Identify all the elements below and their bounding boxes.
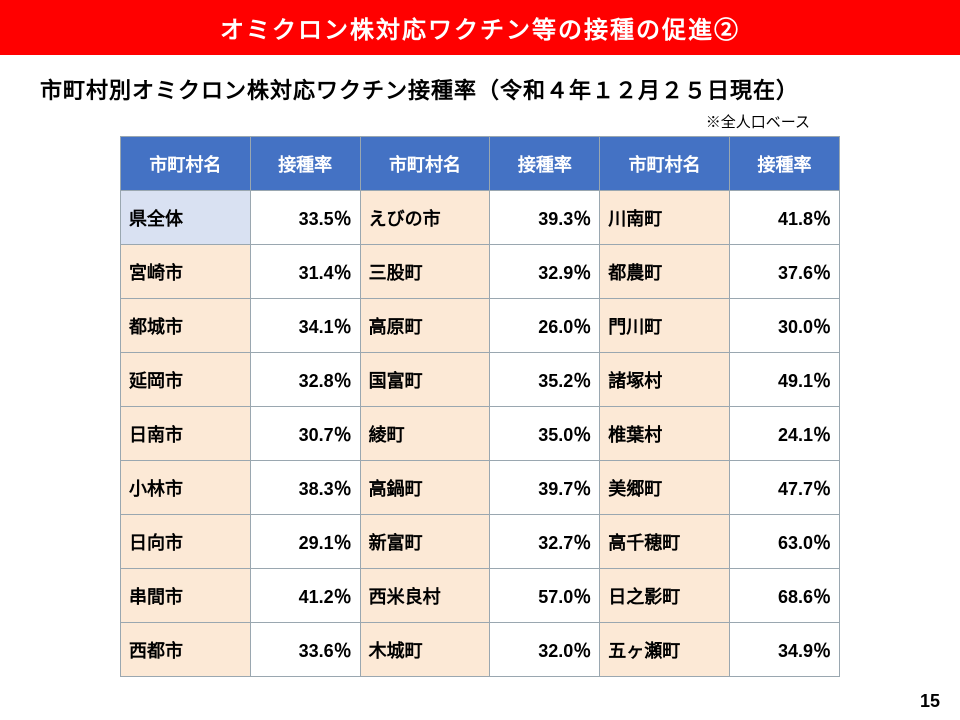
vaccination-rate: 32.8％ (250, 353, 360, 407)
vaccination-rate: 31.4％ (250, 245, 360, 299)
table-row: 延岡市32.8％国富町35.2％諸塚村49.1％ (121, 353, 840, 407)
subtitle: 市町村別オミクロン株対応ワクチン接種率（令和４年１２月２５日現在） (0, 55, 960, 111)
municipality-name: 西都市 (121, 623, 251, 677)
vaccination-rate: 63.0％ (730, 515, 840, 569)
vaccination-rate: 26.0％ (490, 299, 600, 353)
municipality-name: 延岡市 (121, 353, 251, 407)
vaccination-rate: 47.7％ (730, 461, 840, 515)
vaccination-rate: 39.3％ (490, 191, 600, 245)
col-header: 接種率 (250, 137, 360, 191)
municipality-name: 美郷町 (600, 461, 730, 515)
vaccination-rate: 30.7％ (250, 407, 360, 461)
page-number: 15 (920, 691, 940, 712)
vaccination-rate: 24.1％ (730, 407, 840, 461)
municipality-name: 串間市 (121, 569, 251, 623)
municipality-name: 国富町 (360, 353, 490, 407)
municipality-name: 諸塚村 (600, 353, 730, 407)
vaccination-rate: 34.1％ (250, 299, 360, 353)
vaccination-rate: 33.5％ (250, 191, 360, 245)
vaccination-rate: 41.8％ (730, 191, 840, 245)
table-row: 日南市30.7％綾町35.0％椎葉村24.1％ (121, 407, 840, 461)
table-header-row: 市町村名 接種率 市町村名 接種率 市町村名 接種率 (121, 137, 840, 191)
table-row: 都城市34.1％高原町26.0％門川町30.0％ (121, 299, 840, 353)
municipality-name: 五ヶ瀬町 (600, 623, 730, 677)
vaccination-rate: 30.0％ (730, 299, 840, 353)
vaccination-rate: 41.2％ (250, 569, 360, 623)
municipality-name: えびの市 (360, 191, 490, 245)
vaccination-rate-table: 市町村名 接種率 市町村名 接種率 市町村名 接種率 県全体33.5％えびの市3… (120, 136, 840, 677)
vaccination-rate: 35.0％ (490, 407, 600, 461)
municipality-name: 日向市 (121, 515, 251, 569)
vaccination-rate: 34.9％ (730, 623, 840, 677)
vaccination-rate: 29.1％ (250, 515, 360, 569)
vaccination-rate: 57.0％ (490, 569, 600, 623)
municipality-name: 宮崎市 (121, 245, 251, 299)
col-header: 接種率 (490, 137, 600, 191)
col-header: 市町村名 (360, 137, 490, 191)
vaccination-rate: 39.7％ (490, 461, 600, 515)
vaccination-rate: 32.0％ (490, 623, 600, 677)
vaccination-rate: 32.7％ (490, 515, 600, 569)
municipality-name: 都農町 (600, 245, 730, 299)
municipality-name: 西米良村 (360, 569, 490, 623)
municipality-name: 三股町 (360, 245, 490, 299)
vaccination-rate: 32.9％ (490, 245, 600, 299)
municipality-name: 県全体 (121, 191, 251, 245)
vaccination-rate: 33.6％ (250, 623, 360, 677)
municipality-name: 川南町 (600, 191, 730, 245)
municipality-name: 高鍋町 (360, 461, 490, 515)
municipality-name: 小林市 (121, 461, 251, 515)
municipality-name: 高原町 (360, 299, 490, 353)
table-container: 市町村名 接種率 市町村名 接種率 市町村名 接種率 県全体33.5％えびの市3… (0, 136, 960, 677)
vaccination-rate: 68.6％ (730, 569, 840, 623)
table-row: 日向市29.1％新富町32.7％高千穂町63.0％ (121, 515, 840, 569)
table-row: 串間市41.2％西米良村57.0％日之影町68.6％ (121, 569, 840, 623)
municipality-name: 木城町 (360, 623, 490, 677)
vaccination-rate: 49.1％ (730, 353, 840, 407)
col-header: 市町村名 (121, 137, 251, 191)
table-row: 小林市38.3％高鍋町39.7％美郷町47.7％ (121, 461, 840, 515)
vaccination-rate: 37.6％ (730, 245, 840, 299)
col-header: 市町村名 (600, 137, 730, 191)
municipality-name: 日南市 (121, 407, 251, 461)
municipality-name: 門川町 (600, 299, 730, 353)
municipality-name: 日之影町 (600, 569, 730, 623)
municipality-name: 椎葉村 (600, 407, 730, 461)
table-row: 西都市33.6％木城町32.0％五ヶ瀬町34.9％ (121, 623, 840, 677)
vaccination-rate: 38.3％ (250, 461, 360, 515)
vaccination-rate: 35.2％ (490, 353, 600, 407)
col-header: 接種率 (730, 137, 840, 191)
note: ※全人口ベース (0, 111, 960, 136)
table-row: 県全体33.5％えびの市39.3％川南町41.8％ (121, 191, 840, 245)
municipality-name: 新富町 (360, 515, 490, 569)
municipality-name: 綾町 (360, 407, 490, 461)
municipality-name: 高千穂町 (600, 515, 730, 569)
municipality-name: 都城市 (121, 299, 251, 353)
table-row: 宮崎市31.4％三股町32.9％都農町37.6％ (121, 245, 840, 299)
title-banner: オミクロン株対応ワクチン等の接種の促進② (0, 0, 960, 55)
